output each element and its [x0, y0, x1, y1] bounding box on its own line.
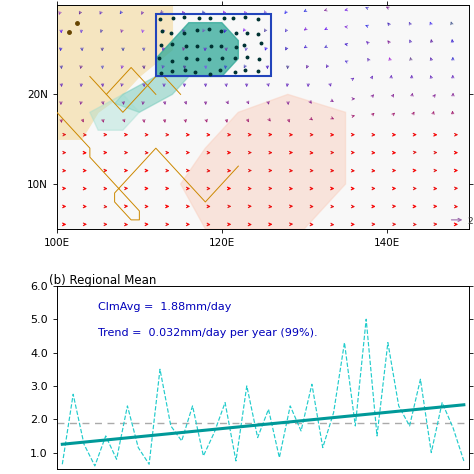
Text: Trend =  0.032mm/day per year (99%).: Trend = 0.032mm/day per year (99%). [98, 328, 318, 338]
Polygon shape [181, 94, 346, 229]
Polygon shape [57, 5, 173, 139]
Text: ClmAvg =  1.88mm/day: ClmAvg = 1.88mm/day [98, 302, 231, 312]
Polygon shape [90, 94, 139, 130]
Text: 2: 2 [468, 217, 473, 226]
Text: (b) Regional Mean: (b) Regional Mean [49, 273, 156, 287]
Polygon shape [115, 76, 189, 112]
Polygon shape [156, 23, 238, 76]
Bar [156, 14, 271, 76]
